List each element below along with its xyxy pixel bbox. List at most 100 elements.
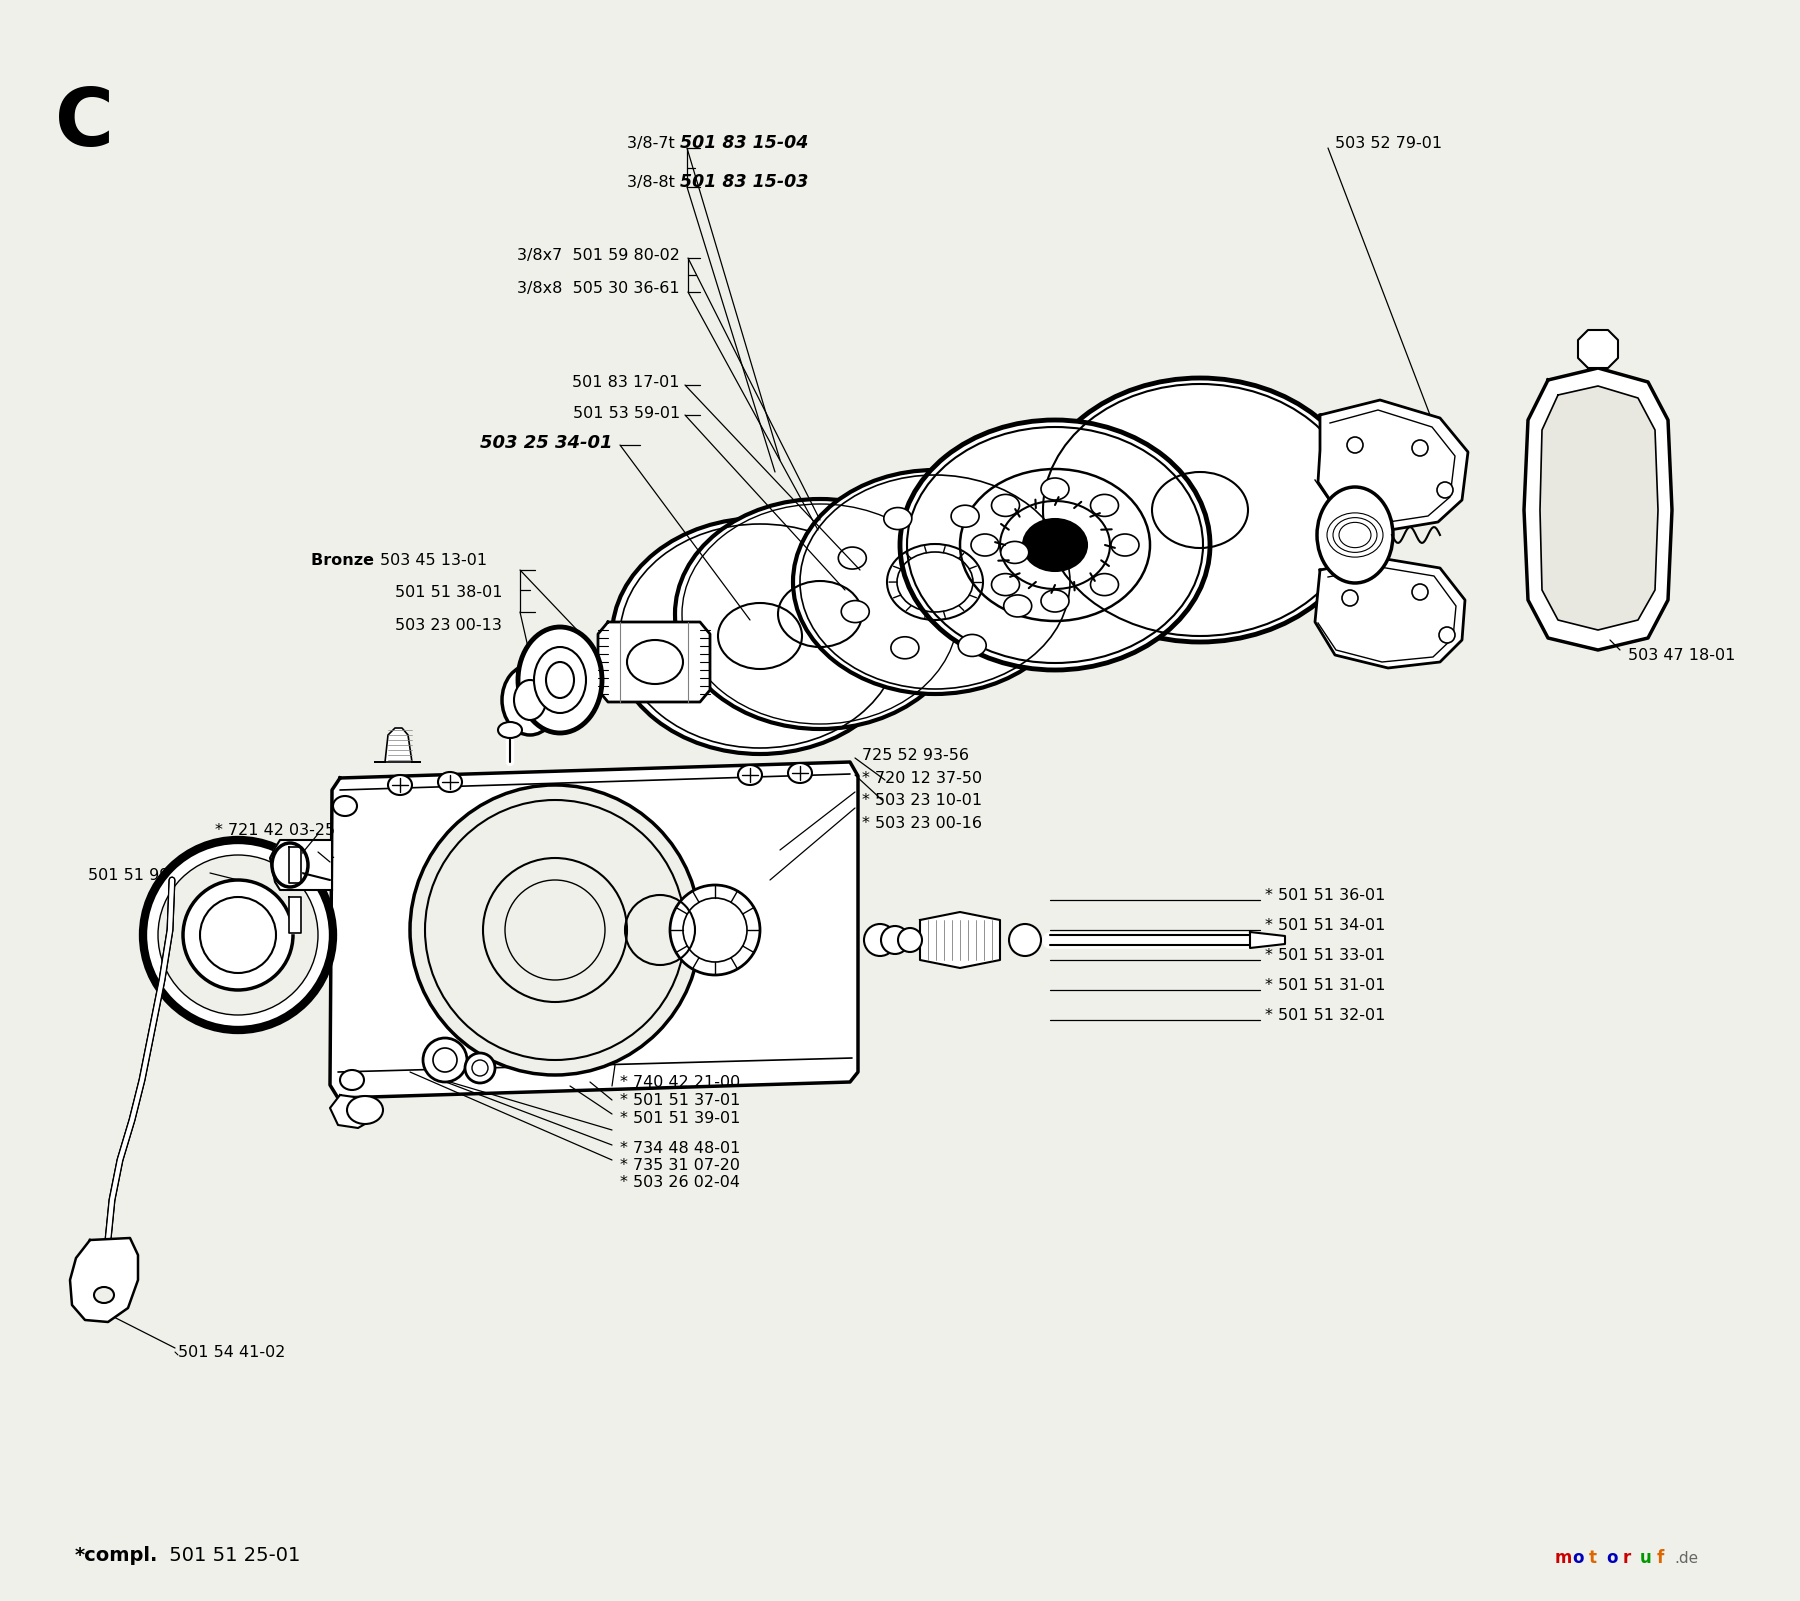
Text: * 740 42 21-00: * 740 42 21-00 — [619, 1074, 740, 1090]
Text: * 503 26 02-04: * 503 26 02-04 — [619, 1175, 740, 1190]
Polygon shape — [290, 897, 301, 933]
Ellipse shape — [1318, 487, 1393, 583]
Ellipse shape — [738, 765, 761, 784]
Text: 3/8x7  501 59 80-02: 3/8x7 501 59 80-02 — [517, 248, 680, 263]
Ellipse shape — [437, 772, 463, 792]
Ellipse shape — [142, 841, 333, 1029]
Text: * 721 42 03-25: * 721 42 03-25 — [214, 823, 335, 837]
Ellipse shape — [184, 881, 293, 989]
Polygon shape — [1579, 330, 1618, 368]
Text: 503 52 79-01: 503 52 79-01 — [1336, 136, 1442, 150]
Polygon shape — [920, 913, 1001, 969]
Ellipse shape — [1343, 591, 1357, 607]
Text: o: o — [1571, 1550, 1584, 1567]
Text: * 501 51 36-01: * 501 51 36-01 — [1265, 887, 1386, 903]
Ellipse shape — [675, 500, 965, 728]
Ellipse shape — [502, 664, 558, 735]
Ellipse shape — [158, 855, 319, 1015]
Text: * 501 51 37-01: * 501 51 37-01 — [619, 1092, 740, 1108]
Ellipse shape — [794, 471, 1076, 693]
Text: 501 83 15-04: 501 83 15-04 — [680, 134, 808, 152]
Text: u: u — [1640, 1550, 1652, 1567]
Ellipse shape — [1040, 479, 1069, 500]
Text: *compl.: *compl. — [76, 1545, 158, 1564]
Text: * 501 51 32-01: * 501 51 32-01 — [1265, 1007, 1386, 1023]
Ellipse shape — [841, 600, 869, 623]
Ellipse shape — [891, 637, 920, 658]
Ellipse shape — [1411, 440, 1427, 456]
Ellipse shape — [1111, 535, 1139, 556]
Text: 501 54 41-02: 501 54 41-02 — [178, 1345, 286, 1359]
Ellipse shape — [499, 722, 522, 738]
Ellipse shape — [864, 924, 896, 956]
Ellipse shape — [1035, 378, 1364, 642]
Ellipse shape — [1004, 596, 1031, 616]
Ellipse shape — [884, 508, 913, 530]
Ellipse shape — [958, 634, 986, 656]
Ellipse shape — [347, 1097, 383, 1124]
Text: 501 51 38-01: 501 51 38-01 — [394, 584, 502, 599]
Ellipse shape — [1411, 584, 1427, 600]
Text: f: f — [1658, 1550, 1665, 1567]
Ellipse shape — [1010, 924, 1040, 956]
Text: 503 45 13-01: 503 45 13-01 — [380, 552, 488, 567]
Ellipse shape — [788, 764, 812, 783]
Ellipse shape — [612, 519, 907, 754]
Ellipse shape — [992, 573, 1019, 596]
Ellipse shape — [1438, 628, 1454, 644]
Ellipse shape — [340, 1069, 364, 1090]
Text: 501 53 59-01: 501 53 59-01 — [572, 405, 680, 421]
Text: * 501 51 33-01: * 501 51 33-01 — [1265, 948, 1386, 962]
Text: 501 51 25-01: 501 51 25-01 — [164, 1545, 301, 1564]
Ellipse shape — [94, 1287, 113, 1303]
Text: * 501 28 85-01: * 501 28 85-01 — [214, 845, 335, 860]
Ellipse shape — [423, 1037, 466, 1082]
Ellipse shape — [1346, 437, 1363, 453]
Polygon shape — [1249, 932, 1285, 948]
Ellipse shape — [950, 506, 979, 527]
Text: C: C — [56, 85, 113, 163]
Text: 503 23 00-13: 503 23 00-13 — [394, 618, 502, 632]
Ellipse shape — [464, 1053, 495, 1082]
Text: 501 83 15-03: 501 83 15-03 — [680, 173, 808, 191]
Polygon shape — [1318, 400, 1469, 530]
Text: 3/8x8  505 30 36-61: 3/8x8 505 30 36-61 — [517, 280, 680, 296]
Polygon shape — [1525, 368, 1672, 650]
Text: Bronze: Bronze — [311, 552, 380, 567]
Polygon shape — [270, 841, 331, 890]
Text: m: m — [1555, 1550, 1573, 1567]
Ellipse shape — [1001, 541, 1030, 564]
Ellipse shape — [970, 535, 999, 556]
Ellipse shape — [898, 929, 922, 953]
Polygon shape — [598, 623, 709, 701]
Text: * 501 51 31-01: * 501 51 31-01 — [1265, 978, 1386, 993]
Text: * 720 12 37-50: * 720 12 37-50 — [862, 770, 983, 786]
Text: 503 25 34-01: 503 25 34-01 — [479, 434, 612, 451]
Polygon shape — [329, 762, 859, 1098]
Ellipse shape — [535, 647, 587, 712]
Ellipse shape — [1022, 519, 1087, 572]
Text: * 734 48 48-01: * 734 48 48-01 — [619, 1140, 740, 1156]
Text: 3/8-8t: 3/8-8t — [626, 175, 680, 189]
Text: 501 83 17-01: 501 83 17-01 — [572, 375, 680, 389]
Polygon shape — [374, 728, 419, 762]
Ellipse shape — [515, 680, 545, 720]
Text: 725 52 93-56: 725 52 93-56 — [862, 748, 968, 762]
Ellipse shape — [839, 548, 866, 568]
Polygon shape — [290, 847, 301, 884]
Text: o: o — [1606, 1550, 1618, 1567]
Ellipse shape — [670, 885, 760, 975]
Ellipse shape — [389, 775, 412, 796]
Ellipse shape — [880, 925, 909, 954]
Polygon shape — [1541, 386, 1658, 631]
Ellipse shape — [518, 628, 601, 733]
Ellipse shape — [410, 784, 700, 1074]
Polygon shape — [1316, 559, 1465, 668]
Ellipse shape — [333, 796, 356, 817]
Ellipse shape — [1091, 495, 1118, 517]
Polygon shape — [329, 1095, 374, 1129]
Ellipse shape — [1091, 573, 1118, 596]
Ellipse shape — [1040, 591, 1069, 612]
Text: * 503 23 00-16: * 503 23 00-16 — [862, 815, 983, 831]
Text: * 501 51 39-01: * 501 51 39-01 — [619, 1111, 740, 1126]
